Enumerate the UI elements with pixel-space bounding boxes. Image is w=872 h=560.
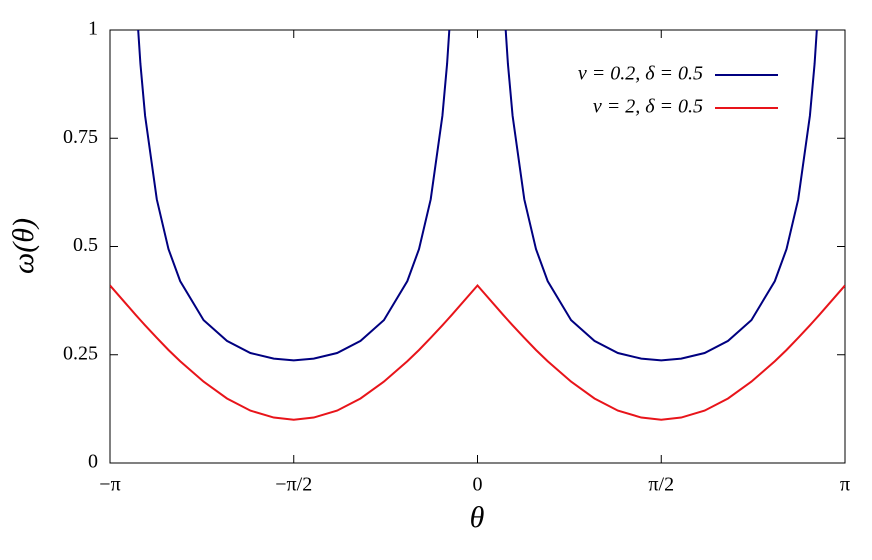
x-tick-label: 0: [473, 474, 483, 496]
lines: [110, 30, 845, 421]
series-line: [110, 283, 845, 421]
y-tick-label: 0.25: [63, 342, 98, 364]
legend-label: ν = 2, δ = 0.5: [593, 96, 703, 118]
x-tick-label: −π/2: [275, 474, 312, 496]
x-tick-label: −π: [99, 474, 120, 496]
legend-label: ν = 0.2, δ = 0.5: [578, 63, 703, 85]
y-tick-label: 1: [88, 18, 98, 40]
plot-frame: [109, 29, 846, 464]
y-tick-label: 0: [88, 451, 98, 473]
x-tick-label: π: [840, 474, 850, 496]
series-line: [137, 30, 818, 362]
y-axis-label: ω(θ): [7, 218, 40, 274]
y-tick-label: 0.75: [63, 126, 98, 148]
x-tick-label: π/2: [648, 474, 674, 496]
y-tick-label: 0.5: [73, 234, 98, 256]
x-axis-label: θ: [470, 501, 485, 534]
